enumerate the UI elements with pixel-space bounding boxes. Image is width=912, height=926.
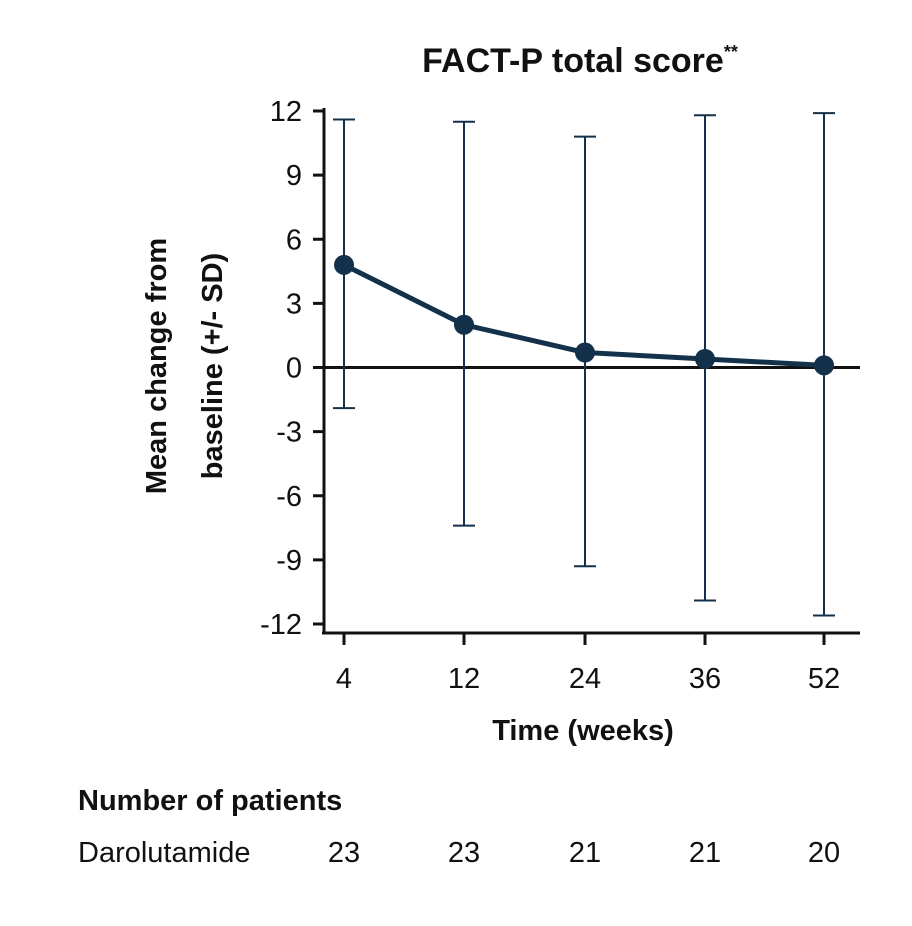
patients-count: 23 [328,837,360,869]
y-tick-label: -12 [260,609,302,641]
y-tick-label: 9 [286,160,302,192]
chart-title-text: FACT-P total score [422,42,724,80]
data-point [695,348,715,369]
data-point [454,314,474,335]
patients-row-values: 23 23 21 21 20 [328,837,840,869]
y-axis-title: Mean change from baseline (+/- SD) [141,238,229,494]
x-tick-label: 52 [808,663,840,695]
x-tick-label: 24 [569,663,601,695]
y-tick-label: 12 [270,96,302,128]
y-tick-label: -6 [276,481,302,513]
y-axis-title-line-2: baseline (+/- SD) [197,253,229,479]
y-tick-label: 6 [286,224,302,256]
y-axis-title-line-1: Mean change from [141,238,173,494]
patients-count: 23 [448,837,480,869]
x-axis-title: Time (weeks) [492,715,674,747]
x-tick-label: 36 [689,663,721,695]
chart-title-superscript: ** [724,42,738,62]
series-points [334,254,834,376]
data-point [814,355,834,376]
x-axis: 4 12 24 36 52 [336,633,840,695]
patients-count: 21 [569,837,601,869]
patients-count: 20 [808,837,840,869]
patients-count: 21 [689,837,721,869]
patients-row-label: Darolutamide [78,837,250,869]
chart-title: FACT-P total score** [422,42,738,80]
x-tick-label: 4 [336,663,352,695]
y-tick-label: -9 [276,545,302,577]
y-axis: 12 9 6 3 0 -3 -6 -9 -12 [260,96,324,641]
data-point [334,254,354,275]
data-point [575,342,595,363]
x-tick-label: 12 [448,663,480,695]
patients-table-header: Number of patients [78,785,342,817]
y-tick-label: -3 [276,417,302,449]
y-tick-label: 0 [286,353,302,385]
y-tick-label: 3 [286,288,302,320]
